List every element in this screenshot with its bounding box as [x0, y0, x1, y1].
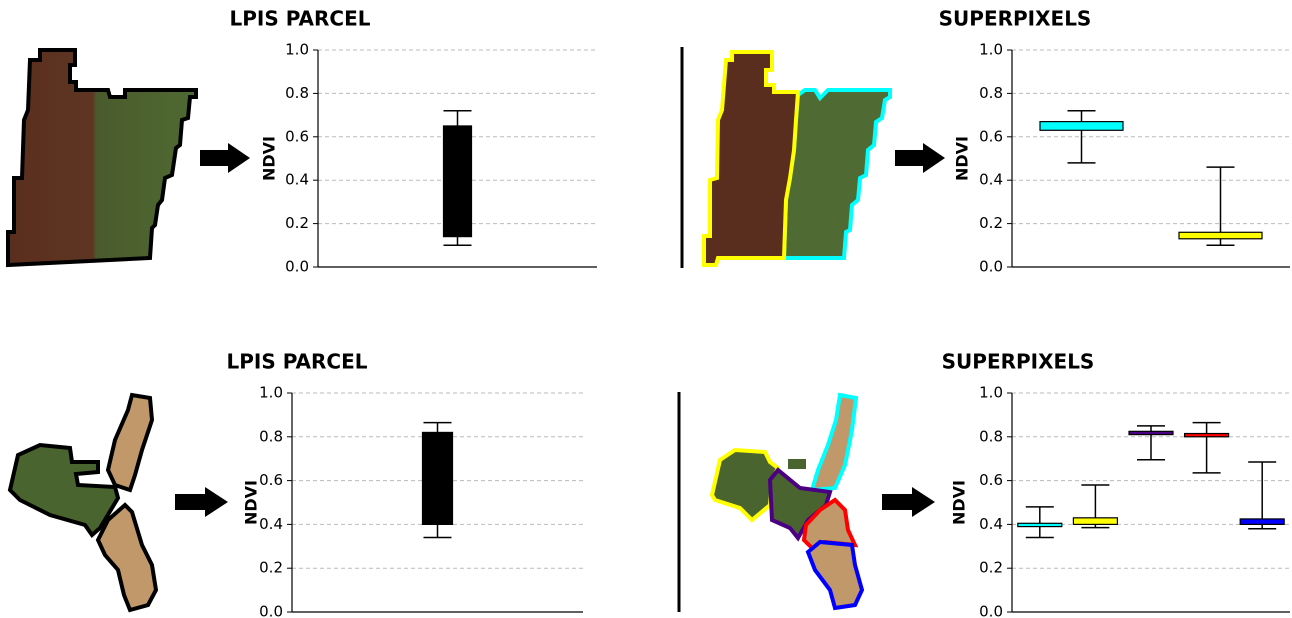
y-tick-label: 1.0 [259, 384, 283, 402]
y-tick-label: 0.4 [979, 171, 1003, 189]
y-tick-label: 0.4 [285, 171, 309, 189]
arrow [882, 487, 935, 517]
y-tick-label: 0.2 [979, 559, 1003, 577]
y-tick-label: 0.6 [259, 471, 283, 489]
chart-title: LPIS PARCEL [230, 7, 371, 31]
parcel-image [105, 392, 155, 493]
y-tick-label: 0.6 [285, 127, 309, 145]
y-tick-label: 0.2 [979, 214, 1003, 232]
parcel-image [6, 48, 198, 268]
box [1239, 518, 1285, 525]
y-axis-label: NDVI [242, 480, 261, 525]
superpixel-image [702, 50, 801, 267]
box [1183, 432, 1230, 438]
superpixel-image [781, 88, 892, 260]
y-tick-label: 0.8 [285, 84, 309, 102]
y-tick-label: 0.4 [979, 515, 1003, 533]
y-tick-label: 0.0 [285, 258, 309, 276]
y-axis-label: NDVI [950, 480, 969, 525]
box [1178, 231, 1263, 240]
y-axis-label: NDVI [953, 136, 972, 181]
y-tick-label: 1.0 [979, 384, 1003, 402]
superpixel-image [809, 392, 859, 493]
y-tick-label: 0.4 [259, 515, 283, 533]
superpixel-image [709, 447, 781, 523]
y-tick-label: 0.0 [979, 258, 1003, 276]
y-tick-label: 0.8 [979, 427, 1003, 445]
y-axis-label: NDVI [260, 136, 279, 181]
y-tick-label: 0.8 [979, 84, 1003, 102]
box [1072, 517, 1119, 526]
superpixel-image [805, 539, 865, 611]
y-tick-label: 0.6 [979, 127, 1003, 145]
parcel-image [95, 502, 159, 613]
box [1017, 522, 1063, 528]
y-tick-label: 1.0 [979, 41, 1003, 59]
y-tick-label: 0.2 [259, 559, 283, 577]
parcel-image [7, 442, 121, 538]
y-tick-label: 1.0 [285, 41, 309, 59]
arrow [895, 143, 945, 173]
box [1039, 121, 1124, 131]
arrow [175, 487, 228, 517]
chart-title: SUPERPIXELS [942, 350, 1095, 374]
y-tick-label: 0.8 [259, 427, 283, 445]
y-tick-label: 0.0 [259, 603, 283, 618]
box [442, 125, 473, 238]
superpixel-image [788, 459, 806, 469]
box [1128, 430, 1174, 436]
chart-title: LPIS PARCEL [227, 350, 368, 374]
y-tick-label: 0.6 [979, 471, 1003, 489]
y-tick-label: 0.0 [979, 603, 1003, 618]
superpixel-image [801, 497, 859, 551]
y-tick-label: 0.2 [285, 214, 309, 232]
arrow [200, 143, 250, 173]
chart-title: SUPERPIXELS [939, 7, 1092, 31]
box [421, 431, 454, 526]
